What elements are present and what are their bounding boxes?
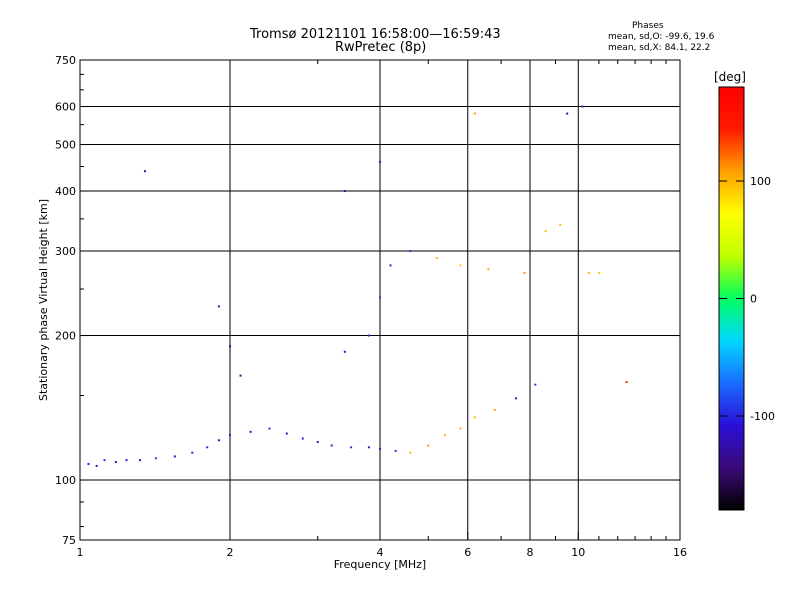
- data-point: [191, 451, 194, 454]
- colorbar-unit-label: [deg]: [714, 70, 746, 84]
- data-point: [239, 374, 242, 377]
- data-point: [229, 345, 231, 348]
- data-point: [125, 459, 128, 462]
- y-tick-label: 600: [55, 101, 76, 114]
- y-tick-label: 200: [55, 330, 76, 343]
- data-point: [389, 264, 392, 267]
- data-point: [139, 459, 142, 462]
- phase-stats-o-mode: mean, sd,O: -99.6, 19.6: [608, 32, 715, 42]
- axis-layer: 1 2 4 6 8 10 16 75 100 200 300 400 500 600 750: [55, 54, 687, 559]
- data-point: [559, 223, 562, 226]
- x-tick-label: 8: [527, 546, 534, 559]
- data-point: [379, 296, 381, 299]
- data-point: [544, 230, 547, 233]
- data-point: [379, 448, 381, 451]
- y-tick-label: 400: [55, 185, 76, 198]
- data-point: [587, 271, 590, 274]
- data-point: [367, 446, 370, 449]
- data-point: [95, 464, 98, 467]
- data-point: [217, 305, 220, 308]
- x-tick-label: 1: [77, 546, 84, 559]
- data-point: [154, 457, 157, 460]
- data-point: [330, 444, 333, 447]
- data-point: [343, 350, 346, 353]
- data-point: [217, 439, 220, 442]
- y-tick-label: 100: [55, 474, 76, 487]
- x-tick-label: 10: [571, 546, 585, 559]
- y-tick-label: 750: [55, 54, 76, 67]
- data-point: [443, 434, 446, 437]
- data-point: [114, 461, 117, 464]
- colorbar-tick-label: -100: [750, 410, 775, 423]
- data-point: [229, 434, 231, 437]
- y-tick-label: 500: [55, 139, 76, 152]
- data-point: [379, 160, 381, 163]
- data-point: [350, 446, 353, 449]
- colorbar-tick-label: 100: [750, 175, 771, 188]
- data-point: [566, 112, 569, 115]
- y-tick-label: 75: [62, 534, 76, 547]
- data-point: [435, 257, 438, 260]
- data-point: [581, 105, 584, 108]
- data-point: [206, 446, 209, 449]
- data-points-layer: [87, 105, 628, 467]
- data-point: [597, 271, 600, 274]
- data-point: [103, 459, 106, 462]
- data-point: [143, 170, 146, 173]
- data-point: [87, 462, 90, 465]
- data-point: [394, 449, 397, 452]
- data-point: [473, 112, 476, 115]
- data-point: [493, 408, 496, 411]
- chart-subtitle: RwPretec (8p): [335, 40, 427, 55]
- data-point: [343, 190, 346, 193]
- grid-layer: [80, 60, 680, 540]
- data-point: [409, 250, 412, 253]
- data-point: [301, 437, 304, 440]
- x-tick-label: 6: [464, 546, 471, 559]
- data-point: [523, 271, 526, 274]
- colorbar-tick-label: 0: [750, 293, 757, 306]
- phase-stats-x-mode: mean, sd,X: 84.1, 22.2: [608, 43, 711, 53]
- x-tick-label: 2: [227, 546, 234, 559]
- data-point: [285, 432, 288, 435]
- data-point: [427, 444, 430, 447]
- chart-title: Tromsø 20121101 16:58:00—16:59:43: [250, 27, 501, 42]
- x-tick-label: 4: [377, 546, 384, 559]
- data-point: [459, 427, 462, 430]
- data-point: [268, 427, 271, 430]
- data-point: [316, 441, 319, 444]
- x-tick-label: 16: [673, 546, 687, 559]
- phase-stats-heading: Phases: [632, 21, 664, 31]
- colorbar-ticks: 100 0 -100: [719, 175, 775, 423]
- data-point: [409, 451, 412, 454]
- data-point: [249, 430, 252, 433]
- data-point: [459, 264, 462, 267]
- y-tick-label: 300: [55, 245, 76, 258]
- data-point: [173, 455, 176, 458]
- y-axis-label: Stationary phase Virtual Height [km]: [37, 199, 50, 401]
- data-point: [473, 416, 476, 419]
- data-point: [515, 397, 518, 400]
- data-point: [487, 268, 490, 271]
- x-axis-label: Frequency [MHz]: [334, 558, 426, 571]
- data-point: [625, 381, 628, 384]
- data-point: [534, 383, 537, 386]
- data-point: [367, 334, 370, 337]
